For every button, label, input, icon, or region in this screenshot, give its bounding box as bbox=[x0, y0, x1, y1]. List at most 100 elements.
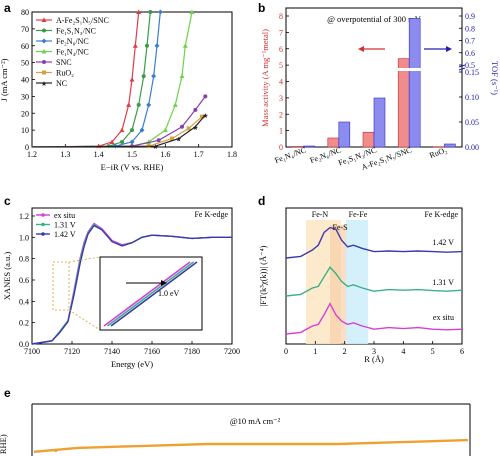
data-point bbox=[139, 127, 145, 133]
y-left-tick-label: 4 bbox=[279, 78, 283, 87]
legend-label: Fe₁S₁N₃/NC bbox=[56, 27, 96, 36]
panel-b-arrows bbox=[358, 46, 452, 52]
series-line bbox=[33, 438, 469, 453]
panel-e-ylabel: s. RHE) bbox=[0, 434, 8, 456]
y-tick-label: 30 bbox=[21, 92, 29, 101]
data-point bbox=[120, 139, 124, 144]
data-point bbox=[189, 9, 195, 14]
panel-b: b @ overpotential of 300 mV Mass activit… bbox=[258, 1, 500, 172]
y-right-tick-label: 0.05 bbox=[465, 118, 479, 127]
bar-mass-activity bbox=[362, 131, 375, 148]
legend-label: Fe₁N₄/NC bbox=[56, 48, 89, 57]
panel-d: d Fe-N Fe-S Fe-Fe Fe K-edge |FT(k³χ(k))|… bbox=[258, 194, 464, 364]
legend-label: SNC bbox=[56, 58, 72, 67]
legend-marker bbox=[41, 213, 45, 217]
y-tick-label: 70 bbox=[21, 25, 29, 34]
series-line bbox=[31, 224, 232, 345]
panel-label-a: a bbox=[4, 1, 11, 15]
data-point bbox=[180, 124, 184, 129]
panel-c-xlabel: Energy (eV) bbox=[111, 359, 153, 369]
data-point bbox=[119, 127, 125, 133]
y-tick-label: 0.0 bbox=[19, 340, 29, 349]
x-tick-label: 7100 bbox=[24, 347, 40, 356]
x-tick-label: 1 bbox=[313, 347, 317, 356]
x-tick-label: 1.2 bbox=[27, 150, 37, 159]
panel-d-ylabel: |FT(k³χ(k))| (Å⁻⁴) bbox=[258, 245, 268, 306]
y-right-tick-label: 0.10 bbox=[465, 93, 479, 102]
y-tick-label: 1.0 bbox=[19, 233, 29, 242]
band-label-fe-s: Fe-S bbox=[332, 223, 347, 232]
series-line bbox=[285, 226, 463, 259]
panel-b-ylabel-left: Mass activity (A mg⁻¹metal) bbox=[260, 29, 270, 127]
x-tick-label: 1.8 bbox=[227, 150, 237, 159]
inset-series-line bbox=[103, 261, 191, 327]
y-left-tick-label: 6 bbox=[279, 45, 283, 54]
data-point bbox=[193, 107, 198, 112]
data-point bbox=[162, 127, 168, 133]
y-left-tick-label: 8 bbox=[279, 12, 283, 21]
panel-label-b: b bbox=[258, 1, 265, 15]
series-line bbox=[32, 12, 161, 147]
y-tick-label: 1.2 bbox=[19, 212, 29, 221]
y-left-tick-label: 1 bbox=[279, 127, 283, 136]
x-tick-label: 4 bbox=[401, 347, 405, 356]
panel-b-ylabel-right: TOF (s⁻¹) bbox=[490, 61, 500, 95]
series-label: 1.31 V bbox=[432, 278, 454, 287]
series-label: 1.42 V bbox=[432, 238, 454, 247]
y-tick-label: 10 bbox=[21, 126, 29, 135]
panel-c-series bbox=[31, 222, 232, 345]
x-tick-label: 1.6 bbox=[160, 150, 170, 159]
legend-label: 1.42 V bbox=[54, 230, 76, 239]
legend-label: Fe₂N₆/NC bbox=[56, 37, 89, 46]
data-point bbox=[156, 138, 161, 143]
panel-a-series: ★ ★ ★ ★ bbox=[32, 9, 208, 151]
bar-tof bbox=[373, 97, 386, 148]
legend-marker bbox=[41, 38, 47, 44]
series-line bbox=[285, 266, 463, 297]
panel-d-series-labels: 1.42 V 1.31 V ex situ bbox=[432, 238, 454, 322]
data-point bbox=[136, 102, 141, 107]
data-point bbox=[172, 102, 178, 107]
data-point bbox=[203, 94, 208, 99]
axis-break-mark bbox=[458, 64, 466, 68]
data-point bbox=[146, 102, 152, 108]
data-point bbox=[148, 10, 153, 14]
left-arrow-head bbox=[358, 46, 364, 52]
y-right-tick-label: 0.15 bbox=[465, 68, 479, 77]
y-tick-label: 0.2 bbox=[19, 319, 29, 328]
panel-b-bars bbox=[292, 18, 456, 148]
data-point bbox=[129, 77, 135, 82]
x-tick-label: 7200 bbox=[224, 347, 240, 356]
band-fe-s bbox=[330, 225, 347, 344]
band-label-fe-n: Fe-N bbox=[312, 210, 329, 219]
data-point bbox=[182, 43, 188, 48]
y-right-tick-label: 0.9 bbox=[465, 12, 475, 21]
series-line bbox=[32, 12, 151, 147]
x-tick-label: 7160 bbox=[144, 347, 160, 356]
bar-mass-activity bbox=[397, 58, 410, 148]
legend-marker bbox=[42, 28, 46, 33]
right-arrow-head bbox=[446, 46, 452, 52]
x-tick-label: 2 bbox=[343, 347, 347, 356]
legend-label: NC bbox=[56, 79, 67, 88]
y-tick-label: 0.8 bbox=[19, 255, 29, 264]
panel-label-d: d bbox=[258, 194, 265, 208]
band-fe-fe bbox=[346, 220, 368, 344]
data-point bbox=[129, 139, 135, 145]
x-tick-label: 6 bbox=[460, 347, 464, 356]
bar-tof bbox=[338, 121, 351, 148]
panel-c-title: Fe K-edge bbox=[194, 210, 228, 219]
panel-a-ylabel: J (mA cm⁻²) bbox=[0, 58, 9, 101]
data-point: ★ bbox=[176, 136, 182, 144]
band-label-fe-fe: Fe-Fe bbox=[349, 210, 368, 219]
y-left-tick-label: 2 bbox=[279, 110, 283, 119]
panel-d-xlabel: R (Å) bbox=[364, 354, 384, 364]
inset-connector-top bbox=[68, 256, 101, 263]
legend-marker bbox=[41, 17, 47, 22]
data-point bbox=[136, 9, 142, 14]
panel-a-xlabel: E−iR (V vs. RHE) bbox=[101, 162, 164, 172]
data-point bbox=[132, 43, 138, 48]
panel-e-annotation: @10 mA cm⁻² bbox=[230, 416, 281, 426]
